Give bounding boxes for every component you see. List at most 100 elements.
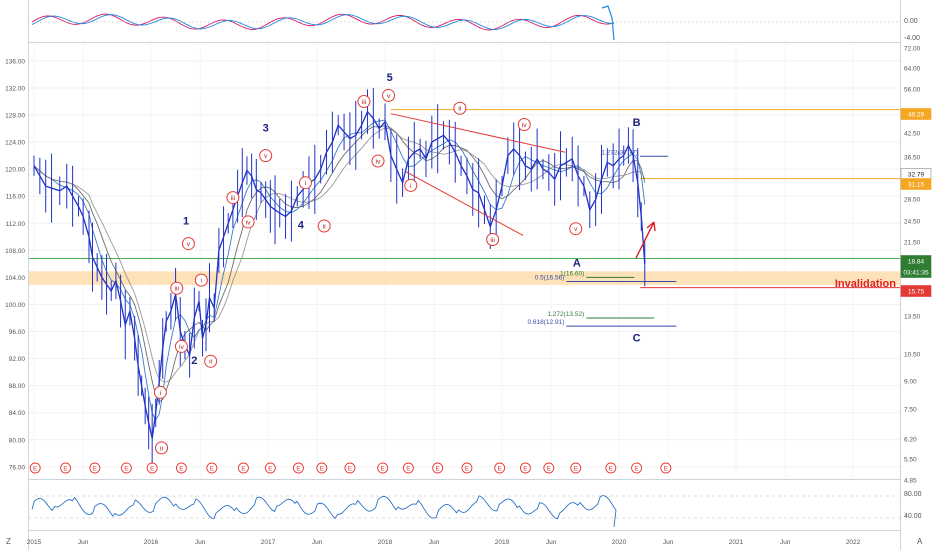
svg-text:-4.00: -4.00 (904, 35, 920, 42)
wave-circle (181, 237, 195, 251)
wave-circle (170, 281, 184, 295)
earnings-circle (402, 462, 414, 474)
wave-label: 5 (387, 72, 393, 84)
wave-circle (357, 95, 371, 109)
wave-labels: 12345ABCiiiiiiivviiiiiiivviiiiiiivviiiii… (153, 72, 641, 455)
wave-circle (226, 191, 240, 205)
zoom-button[interactable]: Z (6, 537, 11, 546)
wave-circle (486, 233, 500, 247)
wave-label: iv (376, 158, 382, 165)
wave-label: iv (246, 219, 252, 226)
price-line (33, 110, 646, 439)
fib-label: 0.5(16.56) (535, 274, 565, 281)
earnings-circle (631, 462, 643, 474)
left-axis: 136.00 132.00 128.00 124.00 120.00 116.00 112.… (5, 58, 25, 471)
left-tick-label: 100.00 (5, 302, 25, 309)
x-tick-label: 2017 (261, 539, 276, 546)
right-tick-label: 64.00 (904, 66, 921, 73)
price-tag-label: 32.79 (908, 172, 925, 179)
bottom-oscillator (28, 495, 900, 528)
wave-label: 3 (263, 122, 269, 134)
support-zone (28, 271, 900, 285)
earnings-label: E (63, 466, 68, 473)
x-tick-label: Jun (429, 539, 440, 546)
wave-label: C (633, 333, 641, 345)
earnings-label: E (33, 466, 38, 473)
wave-label: iii (231, 195, 236, 202)
wave-label: ii (209, 359, 213, 366)
wave-label: ii (160, 445, 164, 452)
left-tick-label: 108.00 (5, 248, 25, 255)
wave-label: iv (179, 344, 185, 351)
left-tick-label: 112.00 (6, 221, 26, 228)
right-tick-label: 7.50 (904, 407, 917, 414)
left-tick-label: 88.00 (9, 383, 26, 390)
wave-circle (194, 273, 208, 287)
x-tick-label: 2020 (612, 539, 627, 546)
projection-arrow (635, 221, 656, 259)
earnings-circle (292, 462, 304, 474)
earnings-label: E (296, 466, 301, 473)
wave-label: i (305, 180, 307, 187)
fib-label: 1.272(13.52) (547, 311, 584, 318)
earnings-circle (570, 462, 582, 474)
earnings-label: E (465, 466, 470, 473)
right-tick-label: 72.00 (904, 46, 921, 53)
wave-label: iv (522, 122, 528, 129)
x-tick-label: 2019 (495, 539, 510, 546)
earnings-circle (660, 462, 672, 474)
right-tick-label: 13.50 (904, 314, 921, 321)
right-tick-label: 56.00 (904, 87, 921, 94)
wave-circle (569, 222, 583, 236)
earnings-label: E (210, 466, 215, 473)
left-tick-label: 76.00 (9, 464, 26, 471)
wave-circle (453, 101, 467, 115)
earnings-circle (605, 462, 617, 474)
price-tag-box (900, 266, 932, 278)
wave-label: iii (174, 286, 179, 293)
left-tick-label: 96.00 (9, 329, 26, 336)
x-tick-label: Jun (546, 539, 557, 546)
right-tick-label: 42.50 (904, 131, 921, 138)
earnings-label: E (547, 466, 552, 473)
price-tag-label: 15.75 (908, 289, 925, 296)
price-tag-label: 03:41:35 (903, 270, 929, 277)
auto-scale-button[interactable]: A (917, 537, 923, 546)
earnings-circle (120, 462, 132, 474)
svg-text:40.00: 40.00 (904, 513, 922, 520)
earnings-circle (519, 462, 531, 474)
left-tick-label: 116.00 (6, 194, 26, 201)
fib-levels: 1.272(37.77) 1(16.60)0.5(16.56) 1.272(13.5… (528, 149, 677, 327)
svg-text:80.00: 80.00 (904, 491, 922, 498)
earnings-circle (461, 462, 473, 474)
price-tag-label: 48.29 (908, 112, 925, 119)
fib-label: 1.272(37.77) (601, 149, 638, 156)
price-tag-label: 31.15 (908, 182, 925, 189)
top-osc-line (31, 13, 615, 31)
x-tick-label: Jun (195, 539, 206, 546)
wave-label: 4 (298, 220, 305, 232)
wave-label: 2 (191, 355, 197, 367)
wave-circle (382, 88, 396, 102)
left-tick-label: 104.00 (5, 275, 25, 282)
wave-label: A (573, 258, 581, 270)
wave-circle (404, 178, 418, 192)
earnings-label: E (498, 466, 503, 473)
upper-trend-line (390, 113, 566, 153)
x-tick-label: Jun (780, 539, 791, 546)
wave-circle (298, 176, 312, 190)
wave-label: iii (490, 237, 495, 244)
right-tick-label: 36.50 (904, 155, 921, 162)
x-tick-label: 2015 (27, 539, 42, 546)
left-tick-label: 92.00 (9, 356, 26, 363)
wave-label: v (574, 226, 578, 233)
wave-label: i (201, 278, 203, 285)
x-tick-label: 2018 (378, 539, 393, 546)
left-tick-label: 80.00 (9, 437, 26, 444)
earnings-label: E (179, 466, 184, 473)
wave-label: v (387, 93, 391, 100)
right-tick-label: 4.85 (904, 478, 917, 485)
wave-circle (259, 149, 273, 163)
wave-label: v (187, 241, 191, 248)
